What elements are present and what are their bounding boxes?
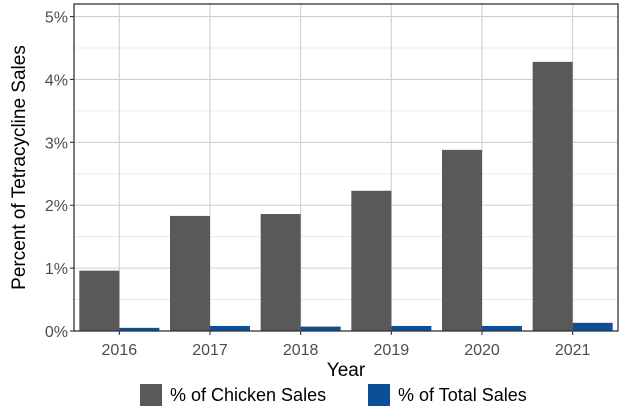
bar-total-sales-2020 bbox=[482, 325, 522, 331]
y-tick-label: 0% bbox=[45, 324, 68, 341]
x-axis-title: Year bbox=[327, 360, 366, 381]
x-tick-label: 2021 bbox=[555, 342, 591, 359]
bar-chicken-sales-2019 bbox=[351, 190, 392, 331]
bar-chicken-sales-2016 bbox=[79, 270, 120, 331]
panel-border bbox=[73, 3, 619, 332]
x-tick-label: 2016 bbox=[102, 342, 138, 359]
y-axis-title: Percent of Tetracycline Sales bbox=[9, 45, 30, 290]
bar-total-sales-2018 bbox=[300, 326, 341, 331]
legend-label-total-sales: % of Total Sales bbox=[398, 385, 527, 405]
bar-total-sales-2021 bbox=[572, 322, 613, 331]
bar-total-sales-2019 bbox=[391, 325, 432, 331]
y-tick-label: 3% bbox=[45, 135, 68, 152]
bar-total-sales-2017 bbox=[210, 325, 250, 331]
y-tick-label: 5% bbox=[45, 10, 68, 27]
bar-chicken-sales-2017 bbox=[170, 215, 210, 331]
x-tick-label: 2017 bbox=[192, 342, 228, 359]
x-tick-label: 2020 bbox=[464, 342, 500, 359]
y-tick-label: 2% bbox=[45, 198, 68, 215]
bar-chicken-sales-2018 bbox=[260, 214, 301, 331]
y-tick-label: 1% bbox=[45, 261, 68, 278]
legend-swatch-chicken-sales bbox=[140, 384, 162, 406]
legend: % of Chicken Sales % of Total Sales bbox=[140, 384, 527, 406]
bar-total-sales-2016 bbox=[119, 327, 160, 331]
legend-label-chicken-sales: % of Chicken Sales bbox=[170, 385, 326, 405]
axes: 0% 1% 2% 3% 4% 5% 2016 2017 2018 2019 2020 2021 bbox=[45, 3, 619, 359]
legend-swatch-total-sales bbox=[368, 384, 390, 406]
bar-chicken-sales-2020 bbox=[442, 149, 482, 331]
bars bbox=[79, 61, 613, 331]
y-tick-label: 4% bbox=[45, 72, 68, 89]
x-tick-label: 2019 bbox=[374, 342, 410, 359]
bar-chicken-sales-2021 bbox=[532, 61, 573, 331]
x-tick-label: 2018 bbox=[283, 342, 319, 359]
